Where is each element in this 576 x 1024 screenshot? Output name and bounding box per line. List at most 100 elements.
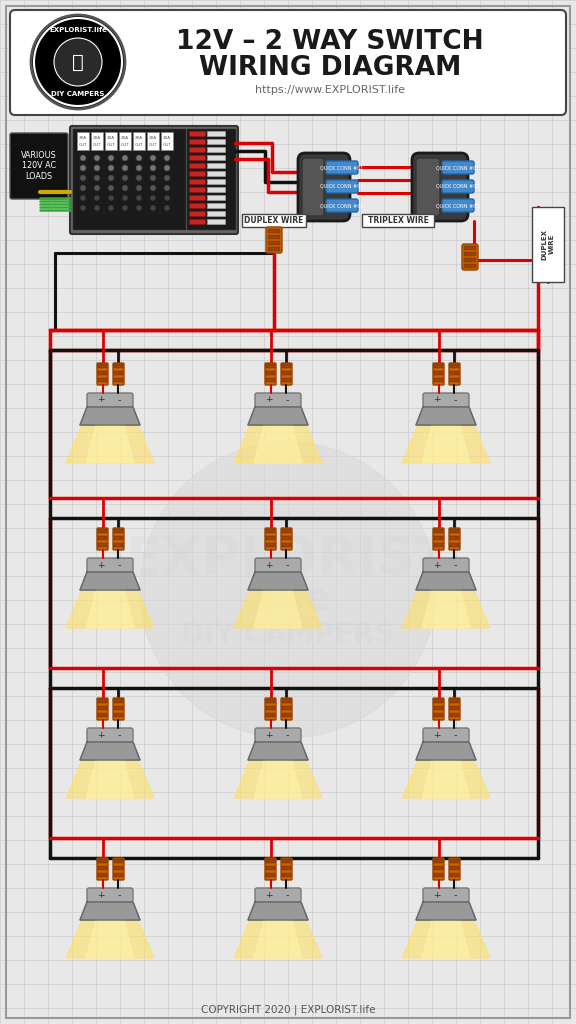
Circle shape — [80, 165, 86, 171]
FancyBboxPatch shape — [70, 126, 238, 234]
Polygon shape — [254, 760, 302, 798]
Text: 20A: 20A — [135, 136, 143, 140]
Bar — [450, 873, 459, 877]
Circle shape — [150, 175, 156, 181]
Circle shape — [108, 205, 114, 211]
Circle shape — [108, 165, 114, 171]
FancyBboxPatch shape — [265, 698, 276, 720]
Circle shape — [34, 18, 122, 106]
Bar — [464, 246, 476, 250]
Bar — [114, 529, 123, 534]
Bar — [187, 129, 235, 229]
Bar — [114, 699, 123, 703]
FancyBboxPatch shape — [433, 528, 444, 550]
Circle shape — [108, 185, 114, 191]
Bar — [450, 371, 459, 375]
Bar — [282, 543, 291, 547]
Polygon shape — [254, 920, 302, 958]
Bar — [266, 529, 275, 534]
Bar — [242, 214, 306, 227]
Bar — [434, 706, 443, 710]
Bar — [98, 364, 107, 368]
FancyBboxPatch shape — [97, 362, 108, 385]
Circle shape — [80, 175, 86, 181]
Bar — [98, 873, 107, 877]
FancyBboxPatch shape — [113, 362, 124, 385]
Circle shape — [164, 155, 170, 161]
FancyBboxPatch shape — [97, 528, 108, 550]
Text: -: - — [285, 395, 289, 406]
Text: OUT: OUT — [79, 143, 88, 147]
Circle shape — [94, 195, 100, 201]
Circle shape — [164, 205, 170, 211]
Bar — [450, 529, 459, 534]
Polygon shape — [422, 425, 470, 463]
FancyBboxPatch shape — [113, 528, 124, 550]
Polygon shape — [422, 920, 470, 958]
Text: OUT: OUT — [149, 143, 157, 147]
Text: -: - — [285, 560, 289, 570]
Circle shape — [136, 155, 142, 161]
Text: -: - — [285, 730, 289, 740]
FancyBboxPatch shape — [87, 393, 133, 407]
Polygon shape — [402, 590, 490, 628]
Polygon shape — [66, 590, 154, 628]
Bar — [532, 207, 564, 282]
Bar — [282, 706, 291, 710]
FancyBboxPatch shape — [265, 528, 276, 550]
Bar — [282, 699, 291, 703]
Bar — [114, 866, 123, 870]
Circle shape — [108, 195, 114, 201]
FancyBboxPatch shape — [97, 858, 108, 880]
Bar — [98, 713, 107, 717]
Bar — [450, 706, 459, 710]
Bar — [434, 866, 443, 870]
FancyBboxPatch shape — [326, 161, 358, 174]
Bar — [268, 229, 280, 233]
FancyBboxPatch shape — [255, 558, 301, 572]
Bar — [282, 529, 291, 534]
FancyBboxPatch shape — [255, 393, 301, 407]
Polygon shape — [416, 902, 476, 920]
Polygon shape — [248, 572, 308, 590]
FancyBboxPatch shape — [442, 161, 474, 174]
Bar — [114, 873, 123, 877]
Bar — [434, 859, 443, 863]
Bar — [77, 132, 89, 150]
Bar — [434, 713, 443, 717]
FancyBboxPatch shape — [433, 858, 444, 880]
Text: +: + — [97, 891, 105, 899]
Bar — [434, 371, 443, 375]
Bar — [450, 713, 459, 717]
Bar — [133, 132, 145, 150]
Bar — [114, 706, 123, 710]
Text: 12V – 2 WAY SWITCH: 12V – 2 WAY SWITCH — [176, 29, 484, 55]
Bar — [189, 139, 205, 144]
Text: VARIOUS
120V AC
LOADS: VARIOUS 120V AC LOADS — [21, 152, 57, 181]
Bar — [207, 203, 225, 208]
Circle shape — [140, 442, 436, 738]
Text: WIRING DIAGRAM: WIRING DIAGRAM — [199, 55, 461, 81]
Polygon shape — [66, 760, 154, 798]
Bar — [434, 378, 443, 382]
Circle shape — [164, 165, 170, 171]
Polygon shape — [416, 742, 476, 760]
Polygon shape — [402, 760, 490, 798]
FancyBboxPatch shape — [442, 199, 474, 212]
Polygon shape — [234, 590, 322, 628]
Text: -: - — [118, 560, 121, 570]
Circle shape — [136, 165, 142, 171]
FancyBboxPatch shape — [87, 728, 133, 742]
Bar — [147, 132, 159, 150]
FancyBboxPatch shape — [326, 180, 358, 193]
Bar — [98, 536, 107, 540]
Bar — [207, 171, 225, 176]
Polygon shape — [66, 425, 154, 463]
Bar — [207, 179, 225, 184]
Bar — [207, 211, 225, 216]
Text: QUICK CONN #01: QUICK CONN #01 — [320, 165, 363, 170]
Text: +: + — [97, 395, 105, 404]
Bar — [73, 129, 185, 229]
Text: +: + — [266, 395, 273, 404]
Bar — [362, 214, 434, 227]
